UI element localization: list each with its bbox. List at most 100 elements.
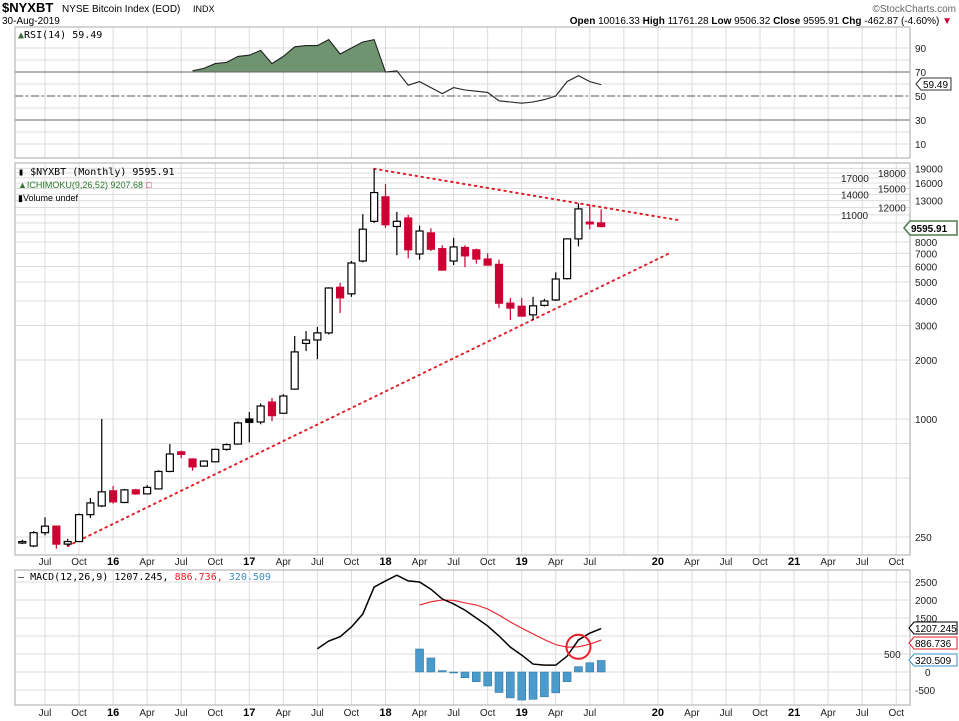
x-axis-label: Jul (720, 557, 733, 568)
candle-body (267, 401, 277, 417)
candle-body (40, 525, 50, 534)
x-axis-label: Jul (39, 557, 52, 568)
candle (267, 397, 277, 422)
candle (460, 245, 470, 268)
x-axis-label: 17 (243, 556, 255, 568)
x-axis-label: Oct (480, 557, 496, 568)
price-tick-label: 2000 (915, 356, 938, 367)
candle (336, 282, 345, 314)
candle (188, 458, 197, 471)
candle-body (52, 525, 61, 545)
candle-body (358, 228, 367, 262)
candle (18, 539, 27, 545)
date-label: 30-Aug-2019 (2, 16, 60, 27)
histogram-bar (494, 671, 504, 693)
x-axis-label: Oct (344, 708, 360, 719)
rsi-panel: 90 70 50 30 10 (15, 38, 927, 151)
histogram-bar (551, 671, 560, 694)
crossover-circle-annotation (565, 633, 592, 660)
candle (370, 168, 379, 224)
panel-frames (14, 26, 911, 706)
histogram-bar (517, 671, 526, 701)
candle (108, 486, 118, 504)
x-axis-label: Jul (311, 557, 324, 568)
candle (165, 444, 174, 473)
candle (494, 259, 504, 309)
price-tick-label: 4000 (915, 297, 938, 308)
price-panel: 19000 18000 17000 16000 15000 14000 13000 12000… (18, 164, 943, 549)
candle (154, 470, 163, 490)
candle-body (392, 220, 401, 228)
candle (574, 203, 583, 247)
price-tick-label: 3000 (915, 321, 938, 332)
x-axis-label: Jul (39, 708, 52, 719)
candle (256, 403, 265, 425)
x-axis-label: Apr (684, 708, 700, 719)
candle (585, 204, 594, 230)
dotted-trendline (373, 167, 682, 222)
signal-line (419, 599, 602, 648)
candle-body (370, 191, 379, 222)
stockcharts-brand: ©StockCharts.com (872, 4, 956, 15)
price-tick-label: 18000 (878, 169, 906, 180)
symbol-title: $NYXBT (2, 0, 53, 15)
rsi-current-tag: 59.49 (915, 77, 952, 91)
candle (143, 485, 152, 495)
candle-body (585, 221, 594, 225)
candle (211, 448, 220, 463)
candle (86, 498, 95, 518)
x-axis-label: 19 (516, 707, 528, 719)
candle (324, 287, 333, 335)
macd-line (316, 574, 602, 666)
x-axis-label: 17 (243, 707, 255, 719)
candle (597, 209, 606, 228)
histogram-legend-text: 320.509 (229, 572, 271, 583)
price-tick-label: 1000 (915, 415, 938, 426)
x-axis-label: Oct (752, 708, 768, 719)
x-axis-label: Oct (71, 708, 87, 719)
histogram-bar (460, 671, 470, 679)
x-axis-label: Jul (311, 708, 324, 719)
candle-body (381, 196, 390, 226)
histogram-bar (562, 671, 572, 682)
candle-body (562, 238, 572, 280)
close-value: 9595.91 (803, 16, 840, 27)
signal-current-tag: 886.736 (908, 636, 958, 650)
histogram-bar (574, 666, 583, 673)
candle (540, 298, 549, 307)
candle (74, 513, 84, 543)
price-legend-text: $NYXBT (Monthly) 9595.91 (30, 167, 175, 178)
candle-legend-icon: ▮ (18, 167, 24, 178)
rsi-legend: ▲RSI(14) 59.49 (18, 30, 102, 41)
candle (472, 248, 481, 264)
exchange-label: INDX (193, 4, 215, 14)
rsi-tick-label: 70 (915, 68, 927, 79)
candle (279, 394, 288, 414)
rsi-tick-label: 10 (915, 140, 927, 151)
macd-tick-label: -500 (915, 686, 935, 697)
candle-body (551, 278, 560, 301)
candle-body (74, 514, 84, 543)
candle (97, 419, 106, 508)
price-tick-label: 13000 (915, 197, 943, 208)
candle-body (597, 222, 606, 228)
candle-body (188, 458, 197, 468)
x-axis-label: 16 (107, 707, 119, 719)
x-axis-label: Jul (447, 708, 460, 719)
x-axis-label: Apr (276, 557, 292, 568)
candle-body (483, 258, 492, 266)
candle-body (449, 246, 458, 262)
macd-legend-text: MACD(12,26,9) 1207.245, (30, 572, 168, 583)
down-arrow-icon: ▼ (942, 16, 952, 27)
candle (426, 228, 435, 251)
high-value: 11761.28 (668, 16, 709, 27)
x-axis-label: Jul (583, 557, 596, 568)
dotted-trendline (66, 252, 671, 547)
candle-body (108, 490, 118, 503)
candle (517, 297, 526, 317)
panel-frame (14, 569, 911, 706)
candle-body (165, 453, 174, 473)
macd-legend: — MACD(12,26,9) 1207.245, 886.736, 320.5… (18, 572, 271, 583)
macd-tick-label: 500 (884, 650, 901, 661)
